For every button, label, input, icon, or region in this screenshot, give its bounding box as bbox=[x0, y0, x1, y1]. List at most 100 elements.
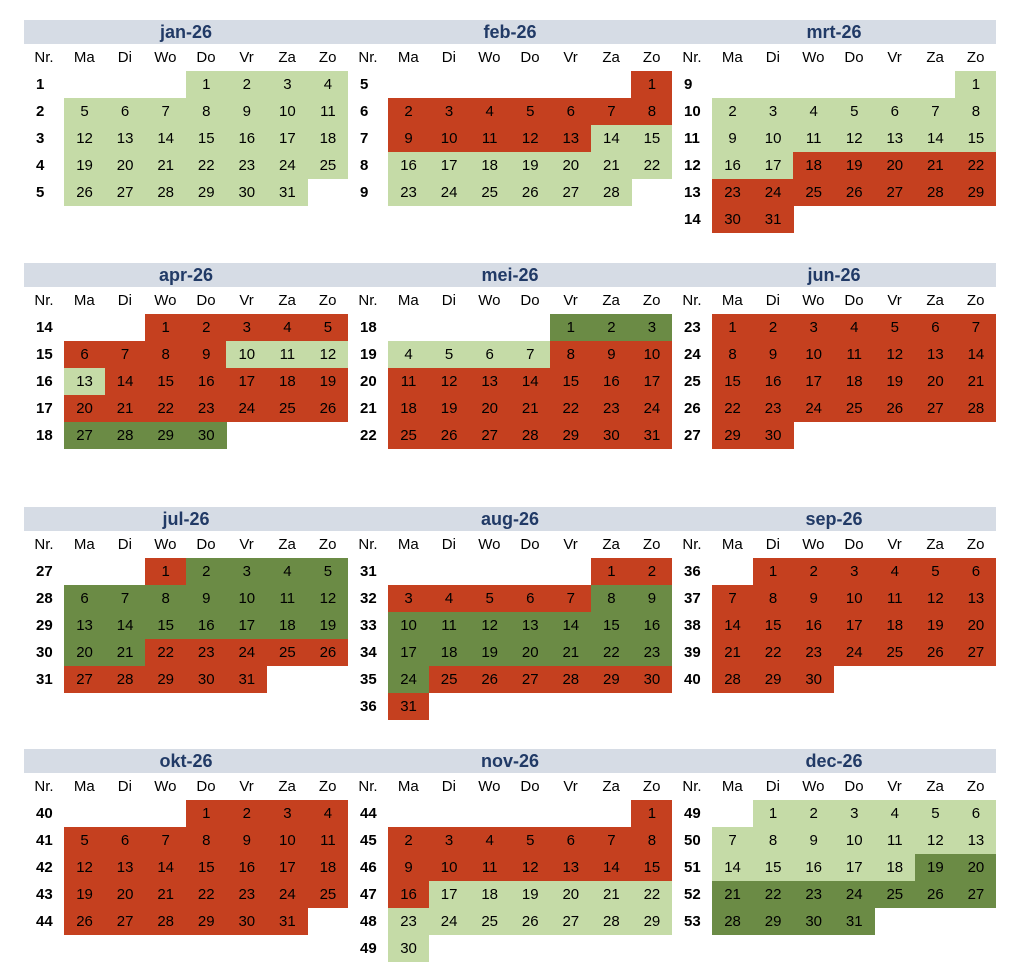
day-cell: 27 bbox=[955, 881, 997, 908]
week-number: 28 bbox=[36, 590, 53, 607]
day-cell: 20 bbox=[550, 152, 592, 179]
empty-cell bbox=[510, 800, 551, 827]
day-cell: 22 bbox=[752, 881, 794, 908]
weekday-header: Wo bbox=[802, 778, 825, 795]
week-number: 42 bbox=[36, 859, 53, 876]
week-number: 6 bbox=[360, 103, 369, 120]
day-cell: 3 bbox=[752, 98, 794, 125]
day-cell: 7 bbox=[914, 98, 956, 125]
weekday-header: Za bbox=[926, 292, 944, 309]
day-cell: 24 bbox=[833, 881, 875, 908]
day-cell: 15 bbox=[955, 125, 997, 152]
day-cell: 29 bbox=[590, 666, 632, 693]
weekday-header: Vr bbox=[239, 49, 254, 66]
day-cell: 11 bbox=[874, 827, 916, 854]
day-cell: 14 bbox=[104, 368, 146, 395]
weekday-header: Wo bbox=[154, 536, 177, 553]
empty-cell bbox=[510, 71, 551, 98]
day-cell: 20 bbox=[955, 854, 997, 881]
weekday-header: Za bbox=[602, 49, 620, 66]
day-cell: 19 bbox=[64, 881, 106, 908]
week-number: 50 bbox=[684, 832, 701, 849]
empty-cell bbox=[631, 935, 672, 962]
day-cell: 16 bbox=[590, 368, 632, 395]
day-cell: 2 bbox=[712, 98, 754, 125]
day-cell: 2 bbox=[185, 558, 227, 585]
day-cell: 3 bbox=[266, 71, 308, 98]
empty-cell bbox=[591, 71, 632, 98]
week-number: 2 bbox=[36, 103, 45, 120]
week-number: 37 bbox=[684, 590, 701, 607]
day-cell: 10 bbox=[266, 827, 308, 854]
empty-cell bbox=[429, 935, 470, 962]
day-cell: 25 bbox=[793, 179, 835, 206]
weekday-header: Do bbox=[520, 292, 540, 309]
weekday-header: Do bbox=[520, 778, 540, 795]
day-cell: 17 bbox=[793, 368, 835, 395]
day-cell: 18 bbox=[307, 854, 349, 881]
day-cell: 9 bbox=[752, 341, 794, 368]
week-number: 32 bbox=[360, 590, 377, 607]
day-cell: 28 bbox=[104, 422, 146, 449]
day-cell: 22 bbox=[955, 152, 997, 179]
day-cell: 4 bbox=[874, 558, 916, 585]
week-number: 36 bbox=[360, 698, 377, 715]
weekday-header: Ma bbox=[73, 49, 95, 66]
day-cell: 24 bbox=[631, 395, 673, 422]
day-cell: 12 bbox=[469, 612, 511, 639]
day-cell: 5 bbox=[914, 800, 956, 827]
week-number: 41 bbox=[36, 832, 53, 849]
week-number: 33 bbox=[360, 617, 377, 634]
day-cell: 17 bbox=[266, 854, 308, 881]
empty-cell bbox=[631, 179, 672, 206]
weekday-header: Ma bbox=[397, 778, 419, 795]
week-number: 44 bbox=[36, 913, 53, 930]
day-cell: 10 bbox=[428, 854, 470, 881]
day-cell: 15 bbox=[590, 612, 632, 639]
week-number: 27 bbox=[36, 563, 53, 580]
empty-cell bbox=[874, 666, 915, 693]
weekday-header: Zo bbox=[318, 49, 337, 66]
day-cell: 3 bbox=[833, 558, 875, 585]
day-cell: 31 bbox=[752, 206, 794, 233]
day-cell: 7 bbox=[955, 314, 997, 341]
weekday-header: Zo bbox=[318, 536, 337, 553]
day-cell: 29 bbox=[631, 908, 673, 935]
weekday-header: Do bbox=[196, 778, 216, 795]
day-cell: 25 bbox=[307, 152, 349, 179]
day-cell: 28 bbox=[590, 908, 632, 935]
empty-cell bbox=[874, 422, 915, 449]
day-cell: 19 bbox=[64, 152, 106, 179]
empty-cell bbox=[388, 558, 429, 585]
day-cell: 2 bbox=[388, 827, 430, 854]
day-cell: 12 bbox=[509, 854, 551, 881]
day-cell: 29 bbox=[752, 908, 794, 935]
empty-cell bbox=[429, 800, 470, 827]
day-cell: 7 bbox=[104, 341, 146, 368]
day-cell: 4 bbox=[469, 98, 511, 125]
day-cell: 10 bbox=[266, 98, 308, 125]
empty-cell bbox=[793, 422, 834, 449]
empty-cell bbox=[874, 908, 915, 935]
day-cell: 28 bbox=[104, 666, 146, 693]
week-number: 14 bbox=[36, 319, 53, 336]
day-cell: 6 bbox=[955, 800, 997, 827]
day-cell: 17 bbox=[833, 612, 875, 639]
day-cell: 6 bbox=[509, 585, 551, 612]
day-cell: 17 bbox=[266, 125, 308, 152]
day-cell: 22 bbox=[145, 395, 187, 422]
day-cell: 16 bbox=[226, 125, 268, 152]
week-number: 46 bbox=[360, 859, 377, 876]
weekday-header: Vr bbox=[563, 49, 578, 66]
week-number-header: Nr. bbox=[34, 49, 54, 66]
day-cell: 15 bbox=[550, 368, 592, 395]
day-cell: 19 bbox=[469, 639, 511, 666]
day-cell: 10 bbox=[388, 612, 430, 639]
day-cell: 20 bbox=[955, 612, 997, 639]
day-cell: 15 bbox=[752, 854, 794, 881]
day-cell: 26 bbox=[428, 422, 470, 449]
day-cell: 8 bbox=[631, 827, 673, 854]
weekday-header: Ma bbox=[397, 49, 419, 66]
day-cell: 16 bbox=[631, 612, 673, 639]
weekday-header: Do bbox=[520, 536, 540, 553]
